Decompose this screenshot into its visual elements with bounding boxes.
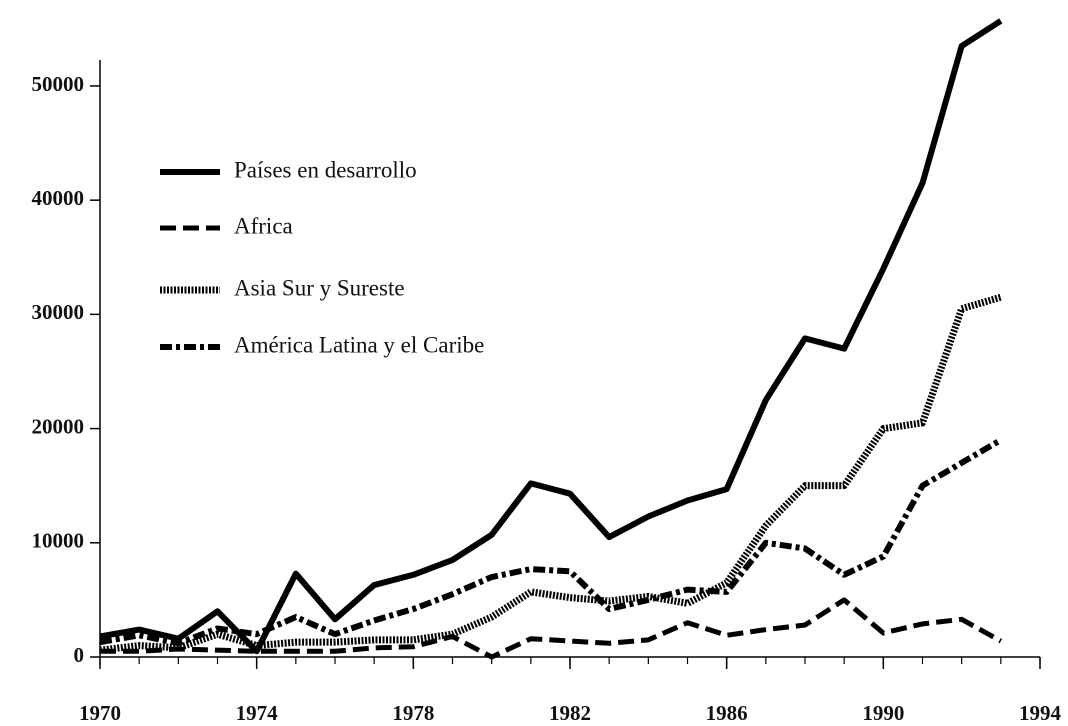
line-series: [99, 437, 1003, 647]
legend-label: Países en desarrollo: [234, 157, 417, 182]
x-tick-label: 1982: [549, 701, 591, 725]
y-tick-label: 0: [74, 643, 85, 667]
x-tick-label: 1994: [1019, 701, 1062, 725]
legend-label: Africa: [234, 213, 293, 238]
y-tick-label: 30000: [32, 300, 85, 324]
y-tick-label: 10000: [32, 529, 85, 553]
x-tick-label: 1986: [706, 701, 748, 725]
legend-label: América Latina y el Caribe: [234, 332, 484, 357]
y-tick-label: 20000: [32, 414, 85, 438]
line-series: [100, 597, 1003, 660]
legend-label: Asia Sur y Sureste: [234, 275, 405, 300]
line-series: [99, 293, 1002, 654]
y-tick-label: 50000: [32, 72, 85, 96]
x-tick-label: 1990: [862, 701, 904, 725]
x-tick-label: 1970: [79, 701, 121, 725]
x-tick-label: 1978: [392, 701, 434, 725]
y-tick-label: 40000: [32, 186, 85, 210]
x-tick-label: 1974: [236, 701, 279, 725]
